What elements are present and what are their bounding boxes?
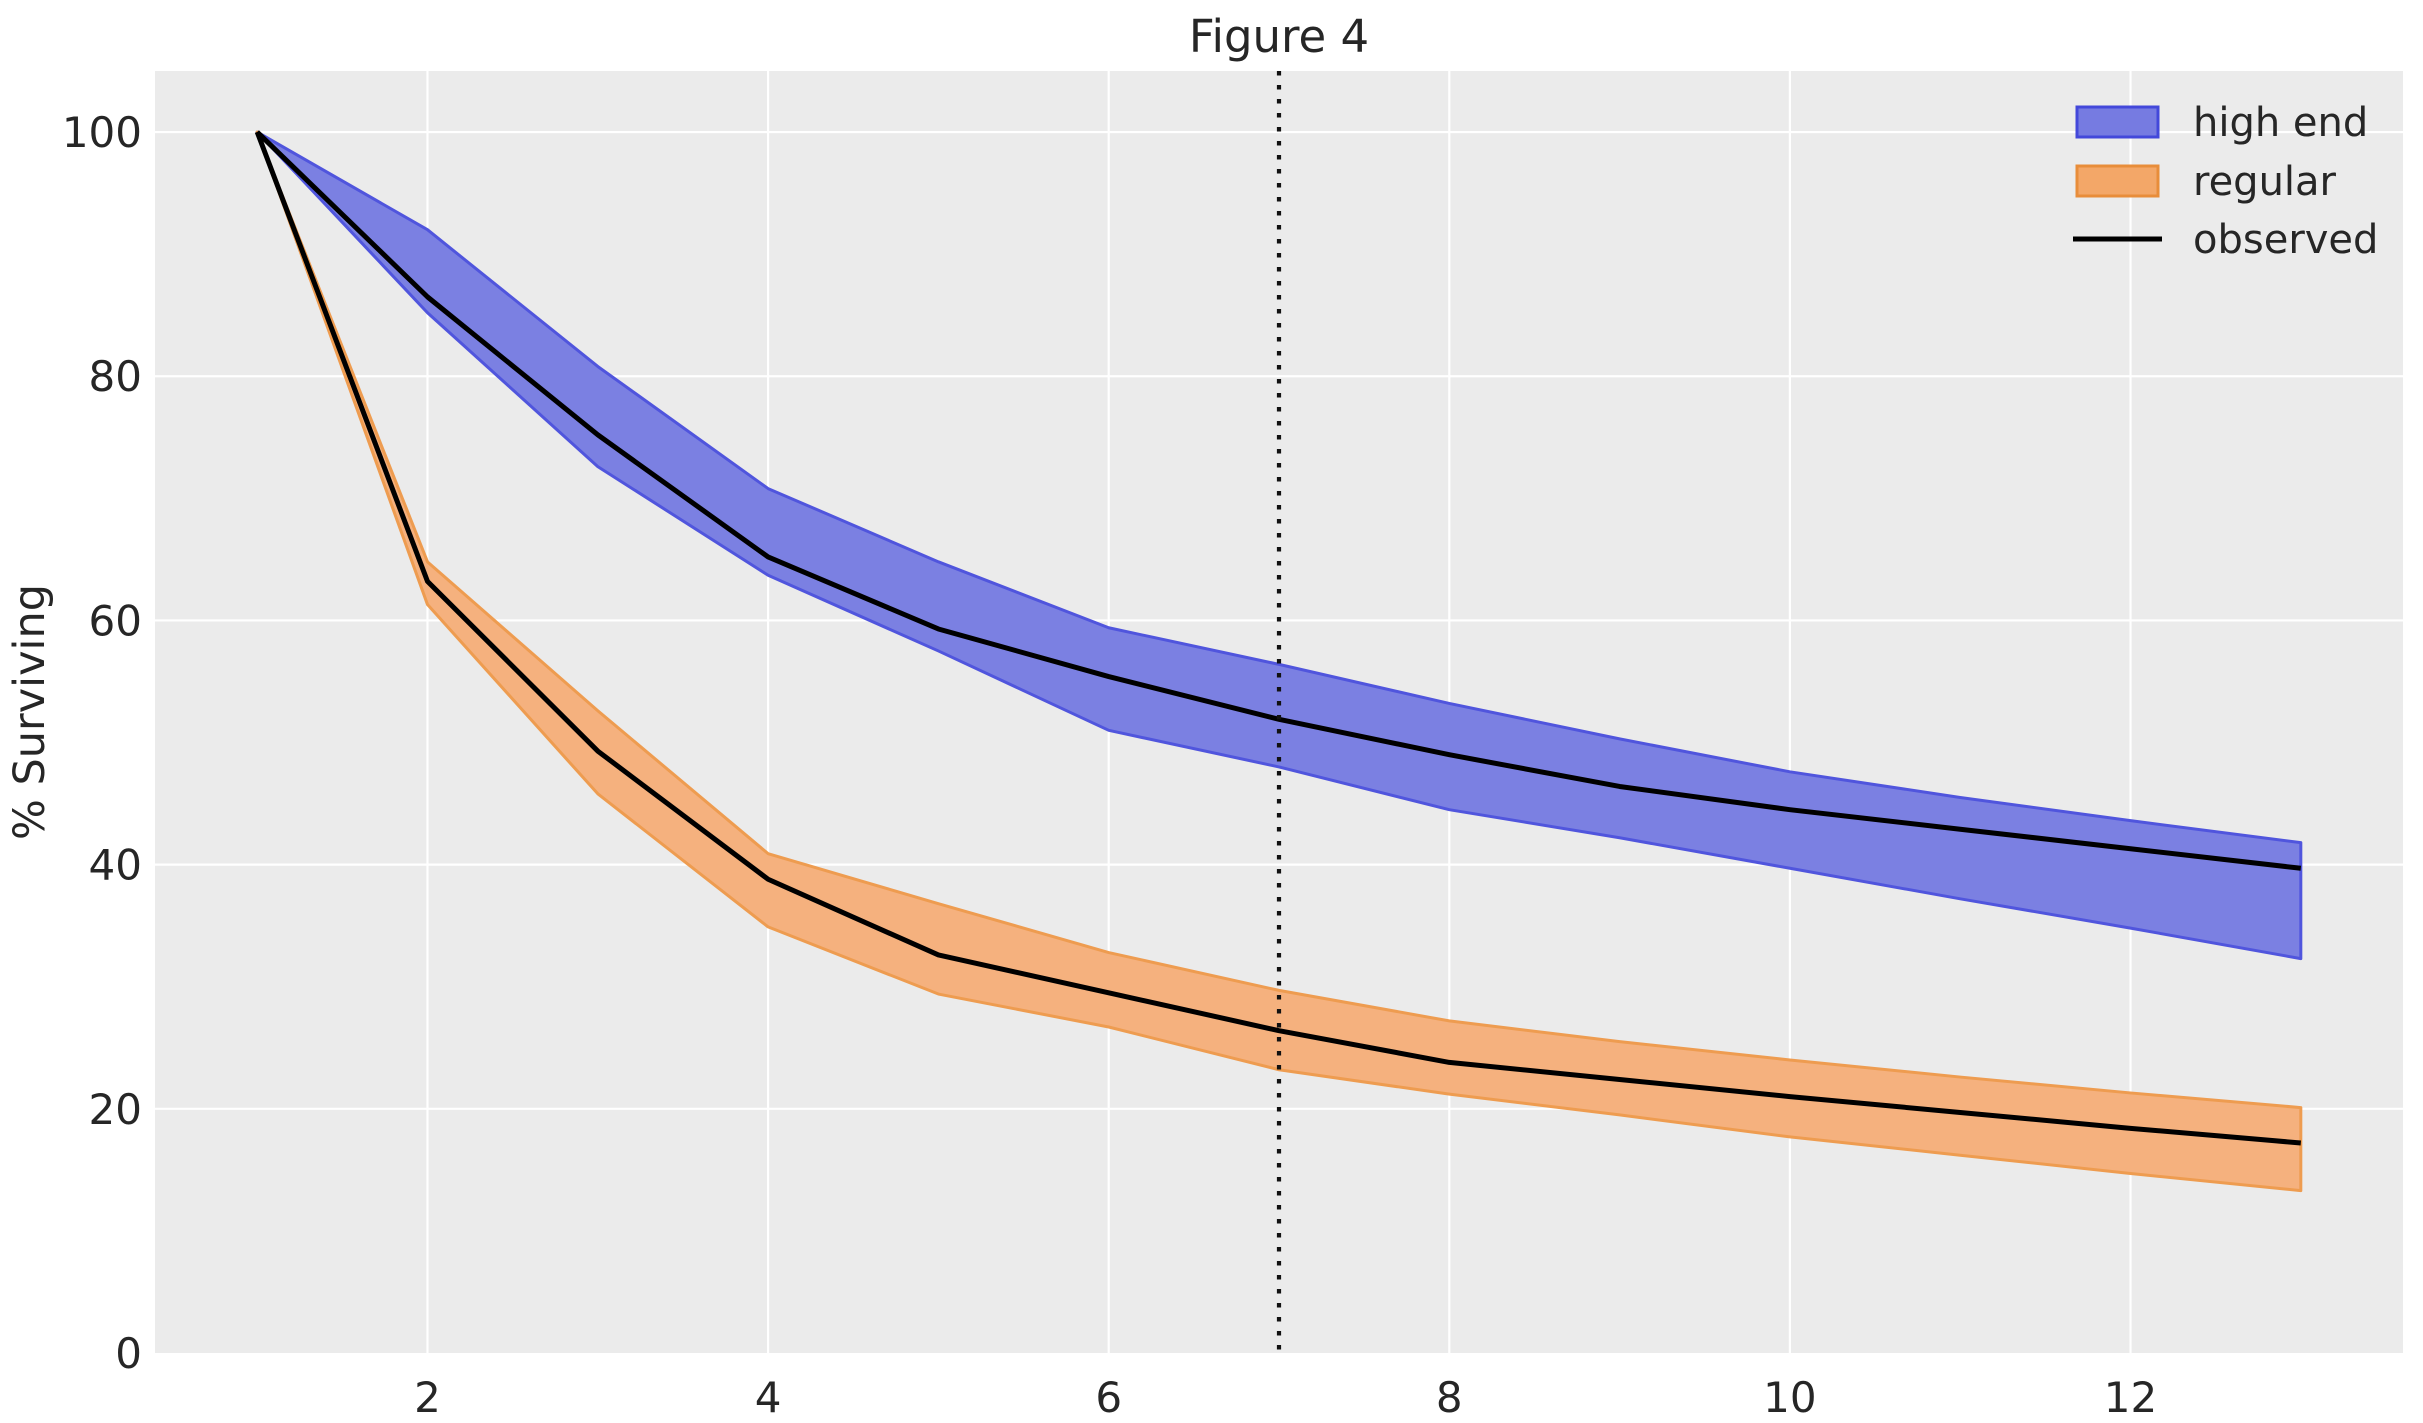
- x-tick-label-2: 2: [414, 1373, 441, 1422]
- x-tick-label-6: 6: [1095, 1373, 1122, 1422]
- y-tick-label-80: 80: [89, 352, 142, 401]
- band-regular: [255, 130, 2303, 1193]
- legend-label-high-end: high end: [2193, 100, 2368, 146]
- x-tick-label-4: 4: [755, 1373, 782, 1422]
- y-axis-label: % Surviving: [5, 584, 55, 840]
- tick-labels: 2 4 6 8 10 12 0 20 40 60 80 100: [62, 108, 2157, 1422]
- y-tick-label-40: 40: [89, 841, 142, 890]
- legend-swatch-regular: [2075, 164, 2160, 198]
- legend-swatch-high-end: [2075, 105, 2160, 139]
- x-tick-label-10: 10: [1763, 1373, 1816, 1422]
- observed-line-regular: [254, 131, 2302, 1146]
- x-tick-label-12: 12: [2104, 1373, 2157, 1422]
- band-high-end: [255, 130, 2303, 961]
- legend-label-regular: regular: [2193, 159, 2337, 205]
- y-tick-label-0: 0: [115, 1329, 142, 1378]
- y-tick-label-60: 60: [89, 596, 142, 645]
- legend-label-observed: observed: [2193, 217, 2378, 263]
- x-tick-label-8: 8: [1436, 1373, 1463, 1422]
- y-tick-label-100: 100: [62, 108, 142, 157]
- y-tick-label-20: 20: [89, 1085, 142, 1134]
- chart-title: Figure 4: [1189, 10, 1369, 63]
- legend: high end regular observed: [2073, 100, 2378, 263]
- confidence-bands: [255, 130, 2303, 1193]
